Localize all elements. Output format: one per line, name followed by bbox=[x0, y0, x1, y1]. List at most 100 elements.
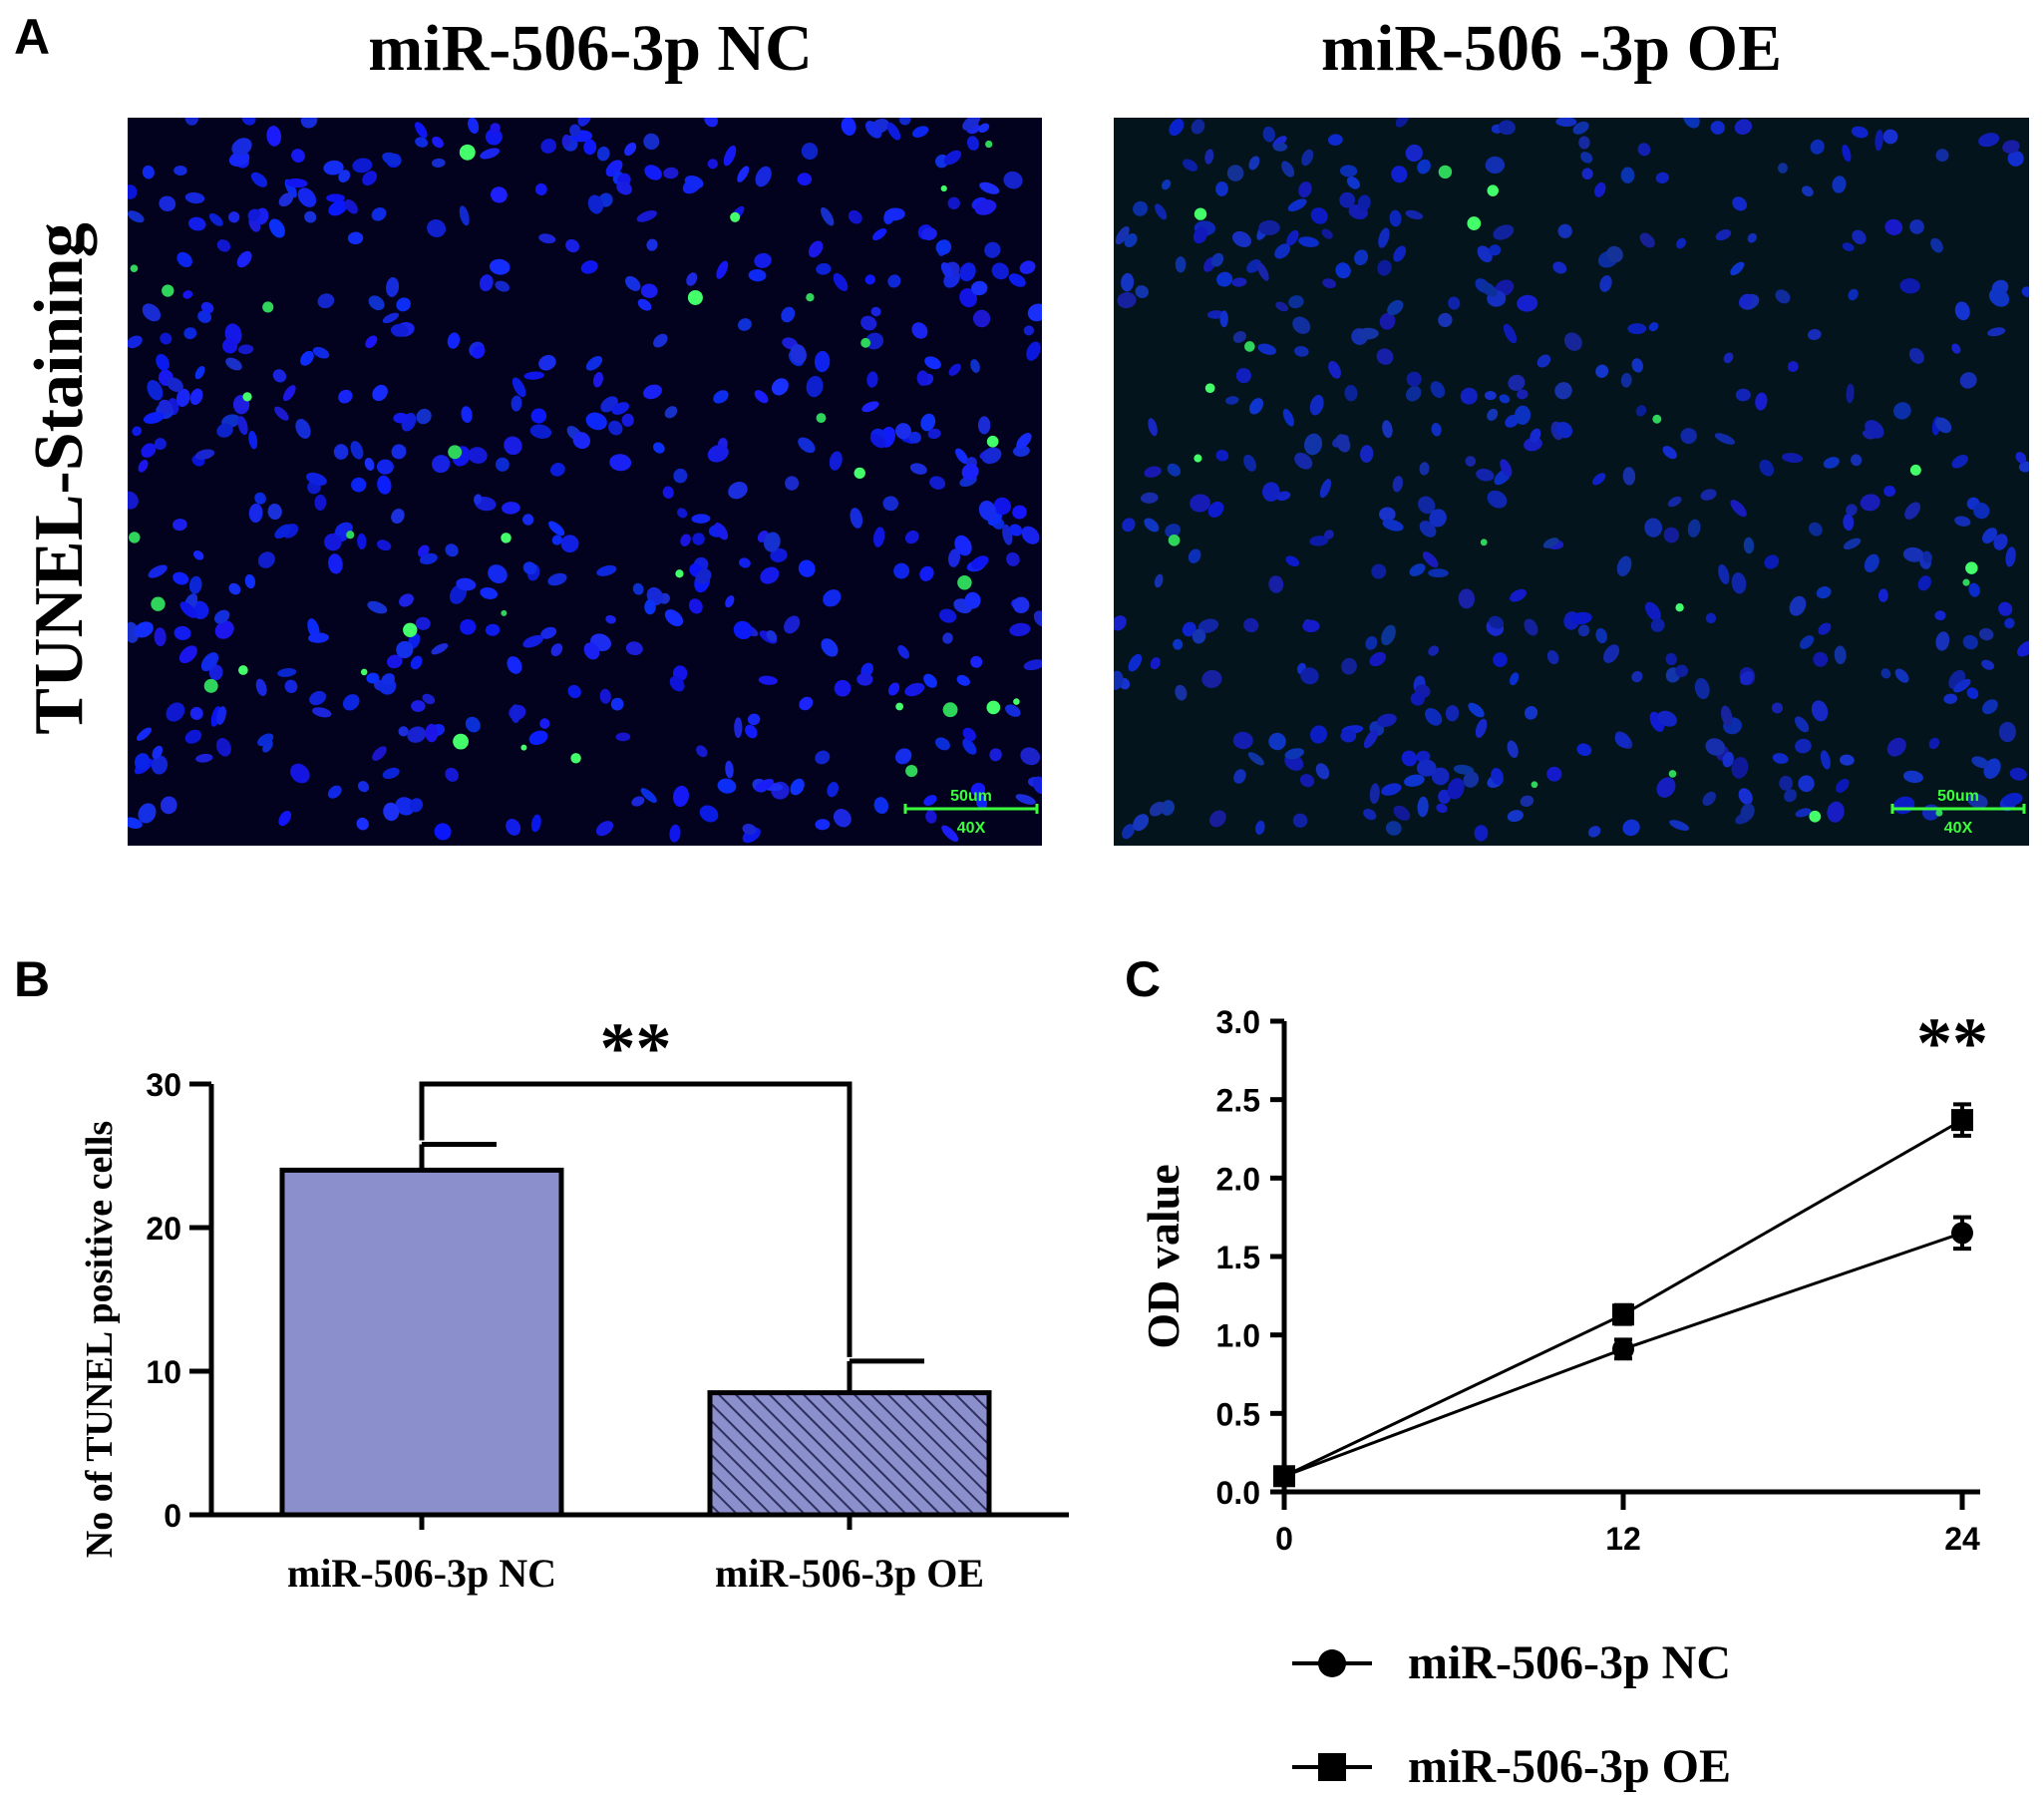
nucleus bbox=[643, 384, 662, 400]
nucleus bbox=[1899, 278, 1920, 294]
nucleus bbox=[561, 134, 571, 148]
nucleus bbox=[465, 716, 481, 733]
nucleus bbox=[1700, 489, 1717, 501]
nucleus bbox=[577, 118, 592, 127]
nucleus bbox=[1114, 615, 1127, 631]
nucleus bbox=[194, 449, 215, 460]
nucleus bbox=[662, 486, 674, 499]
nucleus bbox=[216, 239, 231, 252]
nucleus bbox=[1275, 491, 1291, 501]
nucleus bbox=[610, 697, 624, 711]
nucleus bbox=[962, 727, 976, 742]
nucleus bbox=[1836, 778, 1850, 793]
nucleus bbox=[1385, 821, 1402, 836]
nucleus bbox=[1973, 503, 1990, 520]
nucleus bbox=[1323, 530, 1334, 540]
nucleus bbox=[396, 297, 411, 312]
micrograph-nc: 50um 40X bbox=[128, 118, 1042, 846]
nucleus bbox=[1904, 502, 1921, 520]
nucleus bbox=[1592, 473, 1606, 486]
nucleus bbox=[1477, 245, 1493, 263]
nucleus bbox=[1438, 312, 1453, 328]
nucleus bbox=[799, 696, 814, 711]
scale-bar-label: 50um bbox=[950, 788, 992, 805]
nucleus bbox=[1998, 601, 2013, 616]
tunel-positive-cell bbox=[957, 575, 972, 590]
nucleus bbox=[277, 668, 297, 677]
nucleus bbox=[1722, 751, 1734, 768]
nucleus bbox=[942, 632, 953, 644]
nucleus bbox=[173, 625, 191, 641]
nucleus bbox=[551, 535, 562, 545]
nucleus bbox=[461, 406, 473, 423]
nucleus bbox=[488, 564, 508, 584]
bar bbox=[707, 1390, 992, 1518]
nucleus bbox=[1738, 293, 1753, 309]
nucleus bbox=[978, 500, 997, 522]
line-x-tick-label: 0 bbox=[1275, 1521, 1293, 1557]
nucleus bbox=[993, 497, 1012, 516]
nucleus bbox=[943, 150, 962, 166]
tunel-positive-cell bbox=[1909, 464, 1921, 476]
nucleus bbox=[1510, 672, 1520, 686]
nucleus bbox=[1968, 582, 1980, 597]
nucleus bbox=[1288, 295, 1304, 309]
nucleus bbox=[1599, 275, 1612, 292]
nucleus bbox=[523, 371, 544, 380]
nucleus bbox=[886, 122, 901, 141]
nucleus bbox=[911, 322, 928, 339]
nucleus bbox=[216, 706, 226, 725]
nucleus bbox=[1447, 778, 1465, 800]
nucleus bbox=[300, 118, 318, 129]
nucleus bbox=[1215, 450, 1229, 462]
nucleus bbox=[1667, 496, 1682, 508]
nucleus bbox=[798, 437, 816, 454]
nucleus bbox=[887, 682, 900, 696]
tunel-positive-cell bbox=[129, 532, 141, 543]
nucleus bbox=[625, 275, 641, 291]
nucleus bbox=[664, 406, 678, 419]
nucleus bbox=[312, 346, 330, 359]
nucleus bbox=[1648, 322, 1659, 332]
nucleus bbox=[376, 459, 394, 475]
nucleus bbox=[677, 508, 688, 519]
bar-y-tick-label: 0 bbox=[164, 1498, 181, 1534]
nucleus bbox=[1369, 651, 1387, 667]
nucleus bbox=[894, 748, 912, 765]
nucleus bbox=[290, 763, 310, 784]
nucleus bbox=[1190, 494, 1211, 513]
nucleus bbox=[338, 389, 353, 404]
nucleus bbox=[1292, 813, 1308, 828]
legend-circle-marker-icon bbox=[1292, 1648, 1372, 1677]
nucleus bbox=[1616, 555, 1632, 576]
nucleus bbox=[1393, 245, 1407, 262]
nucleus bbox=[1287, 198, 1307, 211]
nucleus bbox=[411, 700, 426, 712]
nucleus bbox=[1536, 354, 1551, 368]
nucleus bbox=[716, 260, 729, 279]
nucleus bbox=[970, 359, 980, 373]
nucleus bbox=[1003, 171, 1023, 189]
nucleus bbox=[790, 344, 807, 364]
nucleus bbox=[1378, 227, 1390, 248]
nucleus bbox=[432, 136, 444, 149]
nucleus bbox=[1201, 669, 1222, 688]
nucleus bbox=[1635, 405, 1647, 417]
nucleus bbox=[300, 350, 314, 366]
nucleus bbox=[1257, 343, 1276, 355]
nucleus bbox=[1971, 756, 1989, 769]
nucleus bbox=[974, 199, 997, 215]
nucleus bbox=[1431, 422, 1442, 437]
nucleus bbox=[1820, 750, 1831, 770]
nucleus bbox=[1335, 262, 1351, 279]
tunel-positive-group bbox=[1168, 165, 1978, 823]
data-point bbox=[1273, 1465, 1295, 1488]
nucleus bbox=[1498, 120, 1516, 136]
nucleus bbox=[1256, 261, 1269, 281]
nucleus bbox=[1884, 218, 1903, 235]
nucleus bbox=[1594, 181, 1606, 197]
nucleus bbox=[565, 238, 580, 253]
nucleus bbox=[479, 274, 494, 292]
nucleus bbox=[548, 521, 565, 537]
nucleus bbox=[1204, 149, 1214, 165]
